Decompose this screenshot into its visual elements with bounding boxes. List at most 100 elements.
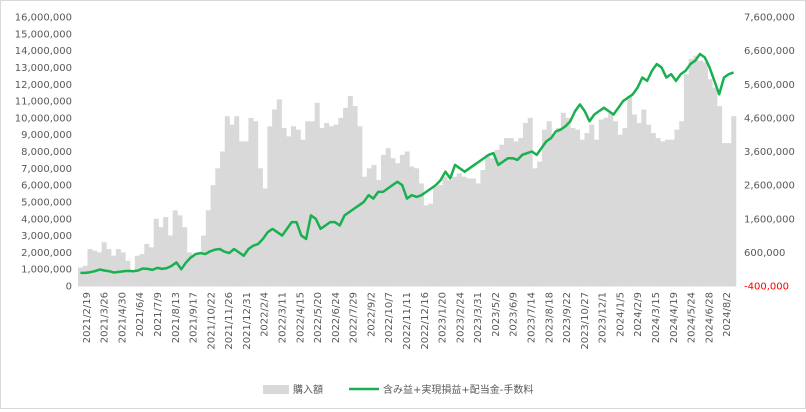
right-tick-label: -400,000 <box>744 282 789 293</box>
bar <box>328 126 334 286</box>
bar <box>272 109 278 286</box>
x-tick-label: 2022/7/29 <box>349 292 360 343</box>
right-tick-label: 6,600,000 <box>744 46 795 57</box>
bar <box>636 122 642 286</box>
bar <box>120 252 126 287</box>
x-tick-label: 2023/10/27 <box>580 292 591 350</box>
bar <box>238 141 244 286</box>
bar <box>319 127 325 287</box>
x-tick-label: 2021/4/30 <box>117 292 128 343</box>
bar <box>532 168 538 286</box>
right-tick-label: 1,600,000 <box>744 214 795 225</box>
bar <box>475 183 481 286</box>
bar <box>565 117 571 287</box>
right-tick-label: 600,000 <box>744 248 785 259</box>
bar <box>508 138 514 286</box>
bar <box>551 134 557 286</box>
left-tick-label: 8,000,000 <box>21 147 72 158</box>
bar <box>683 74 689 286</box>
bar <box>404 151 410 286</box>
bar <box>243 141 249 286</box>
bar <box>234 116 240 286</box>
x-tick-label: 2024/4/19 <box>669 292 680 343</box>
bar <box>395 163 401 286</box>
left-axis-ticks: 0 1,000,000 2,000,000 3,000,000 4,000,000 5,0… <box>15 13 72 293</box>
bar <box>617 134 623 286</box>
bar <box>556 127 562 287</box>
x-tick-label: 2023/3/31 <box>473 292 484 343</box>
bar <box>210 185 216 287</box>
bar <box>248 117 254 287</box>
bar <box>305 121 311 287</box>
bar <box>731 116 737 286</box>
x-tick-label: 2022/3/11 <box>278 292 289 343</box>
bar <box>575 129 581 286</box>
x-tick-label: 2022/9/2 <box>366 292 377 337</box>
left-tick-label: 0 <box>66 282 72 293</box>
x-tick-label: 2023/8/18 <box>544 292 555 343</box>
bar <box>698 60 704 287</box>
x-tick-label: 2024/2/9 <box>633 292 644 337</box>
x-tick-label: 2022/4/15 <box>295 292 306 343</box>
left-tick-label: 3,000,000 <box>21 231 72 242</box>
right-tick-label: 7,600,000 <box>744 13 795 24</box>
left-tick-label: 2,000,000 <box>21 248 72 259</box>
bar <box>253 121 259 287</box>
bar <box>125 260 131 286</box>
bar <box>660 141 666 286</box>
bar <box>167 235 173 286</box>
bar <box>570 127 576 287</box>
bar <box>201 235 207 286</box>
bar <box>163 217 169 286</box>
left-tick-label: 16,000,000 <box>15 13 72 24</box>
bar <box>664 139 671 286</box>
bar <box>366 168 372 286</box>
bar <box>646 124 652 286</box>
x-tick-label: 2021/11/26 <box>224 292 235 350</box>
bar <box>707 79 713 287</box>
bar <box>149 247 155 286</box>
left-tick-label: 11,000,000 <box>15 97 72 108</box>
bar <box>693 55 699 286</box>
bar <box>513 141 519 286</box>
bar <box>489 158 495 286</box>
legend-label-line: 含み益+実現損益+配当金-手数料 <box>383 383 533 396</box>
bar <box>418 183 424 286</box>
left-tick-label: 14,000,000 <box>15 46 72 57</box>
bar <box>608 112 614 286</box>
bar <box>111 255 117 286</box>
bar <box>631 114 637 286</box>
bar <box>674 129 680 286</box>
bar <box>721 143 727 286</box>
bar <box>527 117 533 287</box>
x-tick-label: 2021/7/9 <box>153 292 164 337</box>
bar <box>196 252 202 287</box>
bar <box>612 121 618 287</box>
bar <box>130 272 136 286</box>
x-tick-label: 2023/1/20 <box>438 292 449 343</box>
left-tick-label: 1,000,000 <box>21 265 72 276</box>
bar <box>281 127 287 287</box>
bar <box>641 109 647 286</box>
x-tick-label: 2023/7/14 <box>526 292 537 343</box>
bar <box>456 173 462 286</box>
x-tick-label: 2021/3/26 <box>100 292 111 343</box>
bar-series <box>78 55 737 287</box>
x-tick-label: 2021/12/31 <box>242 292 253 350</box>
bar <box>314 102 320 287</box>
x-tick-label: 2024/3/15 <box>651 292 662 343</box>
left-tick-label: 12,000,000 <box>15 80 72 91</box>
series-line <box>80 52 735 275</box>
x-tick-label: 2022/6/24 <box>331 292 342 343</box>
bar <box>172 210 178 286</box>
bar <box>177 215 183 286</box>
left-tick-label: 15,000,000 <box>15 29 72 40</box>
bar <box>437 185 443 287</box>
left-tick-label: 7,000,000 <box>21 164 72 175</box>
bar <box>442 176 448 286</box>
x-tick-label: 2023/5/2 <box>491 292 502 337</box>
bar <box>385 148 391 286</box>
x-tick-label: 2024/6/28 <box>704 292 715 343</box>
bar <box>333 124 339 286</box>
